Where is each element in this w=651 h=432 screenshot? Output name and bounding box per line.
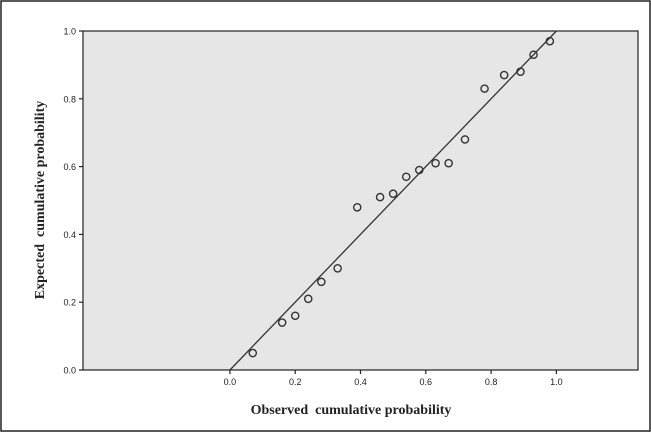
reference-line-layer	[229, 30, 557, 371]
data-points-layer	[248, 36, 555, 358]
data-point	[499, 70, 509, 80]
data-point	[480, 84, 489, 93]
data-point	[375, 192, 385, 202]
data-point	[545, 36, 555, 46]
y-tick-label: 0.6	[63, 162, 76, 172]
x-tick-label: 0.6	[420, 377, 433, 387]
y-tick-label: 0.2	[63, 298, 76, 308]
data-point	[303, 294, 313, 304]
x-tick-label: 0.8	[485, 377, 498, 387]
data-point	[248, 348, 258, 358]
y-tick-label: 1.0	[63, 27, 76, 37]
x-tick-label: 0.4	[354, 377, 367, 387]
data-point	[277, 318, 287, 327]
x-axis-label: Observed cumulative probability	[251, 403, 452, 418]
x-axis-ticks: 0.0 0.2 0.4 0.6 0.8 1.0	[224, 370, 563, 387]
x-tick-label: 0.0	[224, 377, 237, 387]
data-point	[290, 311, 300, 321]
data-point	[529, 50, 538, 60]
y-axis-ticks: 0.0 0.2 0.4 0.6 0.8 1.0	[63, 27, 83, 376]
data-point	[352, 202, 362, 212]
y-tick-label: 0.4	[63, 230, 76, 240]
data-point	[444, 158, 453, 168]
x-tick-label: 0.2	[289, 377, 302, 387]
data-point	[431, 158, 440, 168]
data-point	[516, 67, 525, 76]
x-tick-label: 1.0	[550, 377, 563, 387]
plot-area	[82, 30, 639, 371]
y-tick-label: 0.0	[63, 366, 76, 376]
data-point	[317, 277, 326, 287]
y-tick-label: 0.8	[63, 94, 76, 104]
data-point	[460, 135, 470, 144]
y-axis-label: Expected cumulative probability	[33, 101, 48, 299]
data-point	[401, 172, 411, 182]
data-point	[333, 263, 342, 273]
reference-line	[229, 30, 557, 371]
data-point	[414, 165, 424, 175]
data-point	[388, 189, 398, 199]
